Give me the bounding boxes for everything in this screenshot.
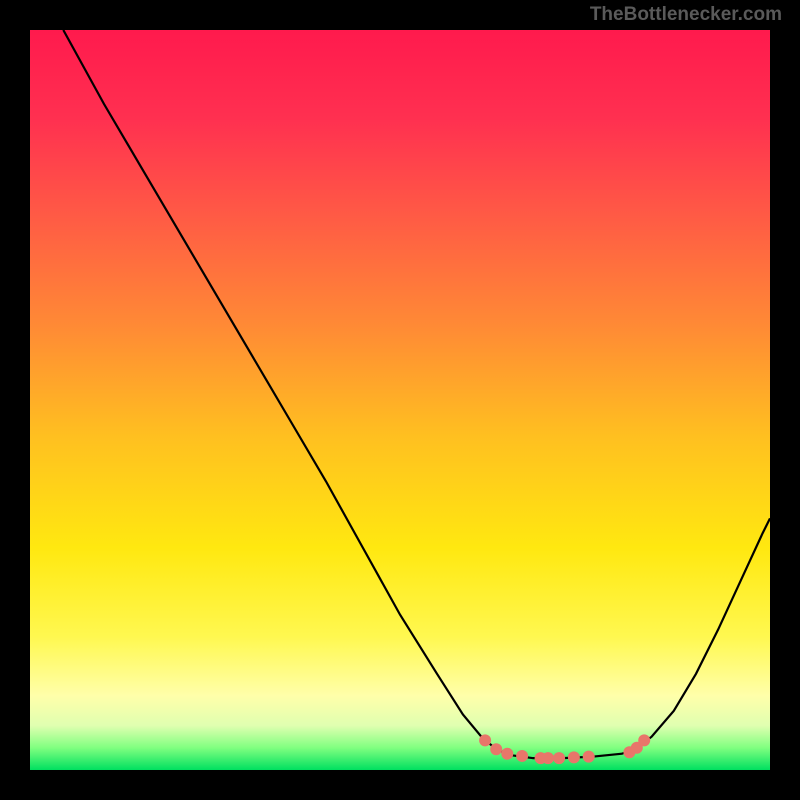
marker-point (583, 751, 595, 763)
chart-container (30, 30, 770, 770)
marker-point (516, 750, 528, 762)
marker-point (638, 734, 650, 746)
marker-point (490, 743, 502, 755)
marker-point (542, 752, 554, 764)
marker-point (553, 752, 565, 764)
marker-point (568, 751, 580, 763)
marker-point (479, 734, 491, 746)
chart-svg (30, 30, 770, 770)
watermark-text: TheBottlenecker.com (590, 4, 782, 26)
gradient-background (30, 30, 770, 770)
marker-point (501, 748, 513, 760)
